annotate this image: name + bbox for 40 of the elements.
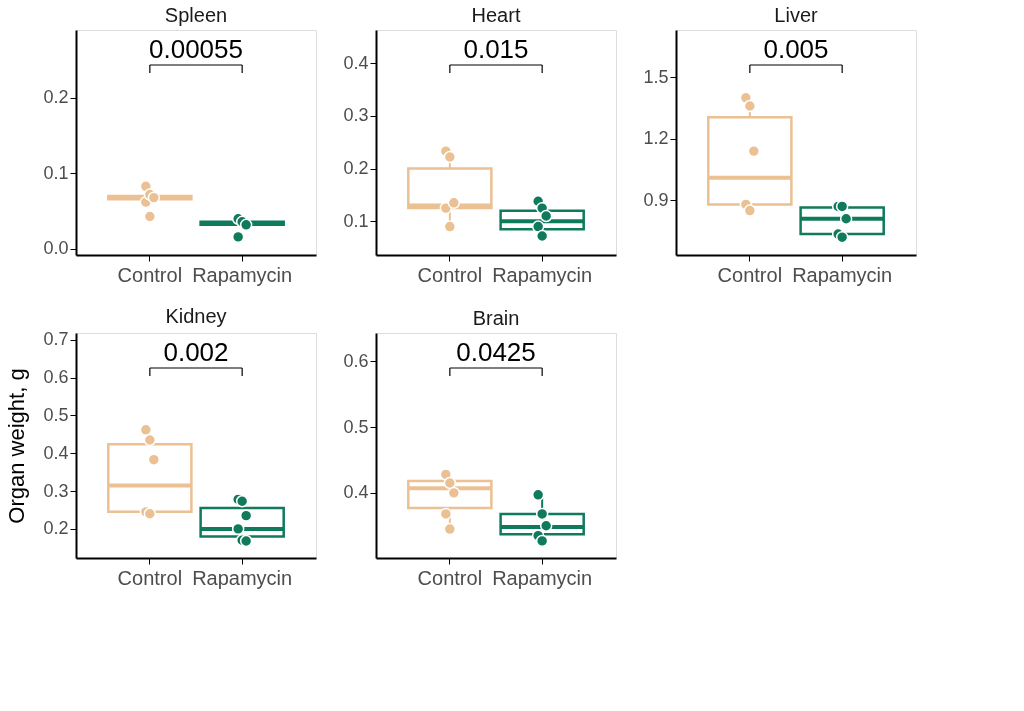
y-tick-label: 0.5 — [43, 404, 69, 425]
annotation: 0.005 — [763, 34, 829, 64]
y-tick-label: 0.6 — [343, 350, 369, 371]
annotation: 0.0425 — [456, 337, 536, 367]
y-tick-label: 0.1 — [43, 162, 69, 183]
y-tick-label: 0.6 — [43, 367, 69, 388]
x-tick-label: Control — [417, 263, 483, 286]
y-tick-label: 0.1 — [343, 210, 369, 231]
y-axis-title: Organ weight, g — [4, 368, 30, 524]
x-tick-label: Control — [717, 263, 783, 286]
y-tick-label: 0.4 — [43, 442, 69, 463]
y-tick-label: 1.2 — [643, 128, 669, 149]
chart-title: Brain — [472, 307, 520, 329]
y-tick-label: 0.3 — [43, 480, 69, 501]
x-tick-label: Rapamycin — [492, 263, 593, 286]
chart-title: Kidney — [165, 304, 227, 327]
y-tick-label: 0.5 — [343, 416, 369, 437]
annotation: 0.00055 — [149, 34, 243, 64]
x-tick-label: Control — [117, 566, 183, 589]
chart-title: Heart — [471, 4, 521, 26]
y-tick-label: 0.2 — [343, 158, 369, 179]
annotation: 0.002 — [163, 337, 229, 367]
y-tick-label: 0.7 — [43, 329, 69, 350]
x-tick-label: Rapamycin — [192, 566, 293, 589]
y-tick-label: 0.4 — [343, 52, 369, 73]
y-tick-label: 0.9 — [643, 189, 669, 210]
x-tick-label: Control — [117, 263, 183, 286]
x-tick-label: Control — [417, 566, 483, 589]
chart-title: Liver — [774, 4, 819, 26]
y-tick-label: 0.3 — [343, 105, 369, 126]
chart-title: Spleen — [164, 4, 228, 26]
x-tick-label: Rapamycin — [492, 566, 593, 589]
x-tick-label: Rapamycin — [792, 263, 893, 286]
y-tick-label: 0.0 — [43, 238, 69, 259]
y-tick-label: 1.5 — [643, 66, 669, 87]
y-tick-label: 0.2 — [43, 87, 69, 108]
x-tick-label: Rapamycin — [192, 263, 293, 286]
annotation: 0.015 — [463, 34, 529, 64]
y-tick-label: 0.2 — [43, 518, 69, 539]
y-tick-label: 0.4 — [343, 482, 369, 503]
